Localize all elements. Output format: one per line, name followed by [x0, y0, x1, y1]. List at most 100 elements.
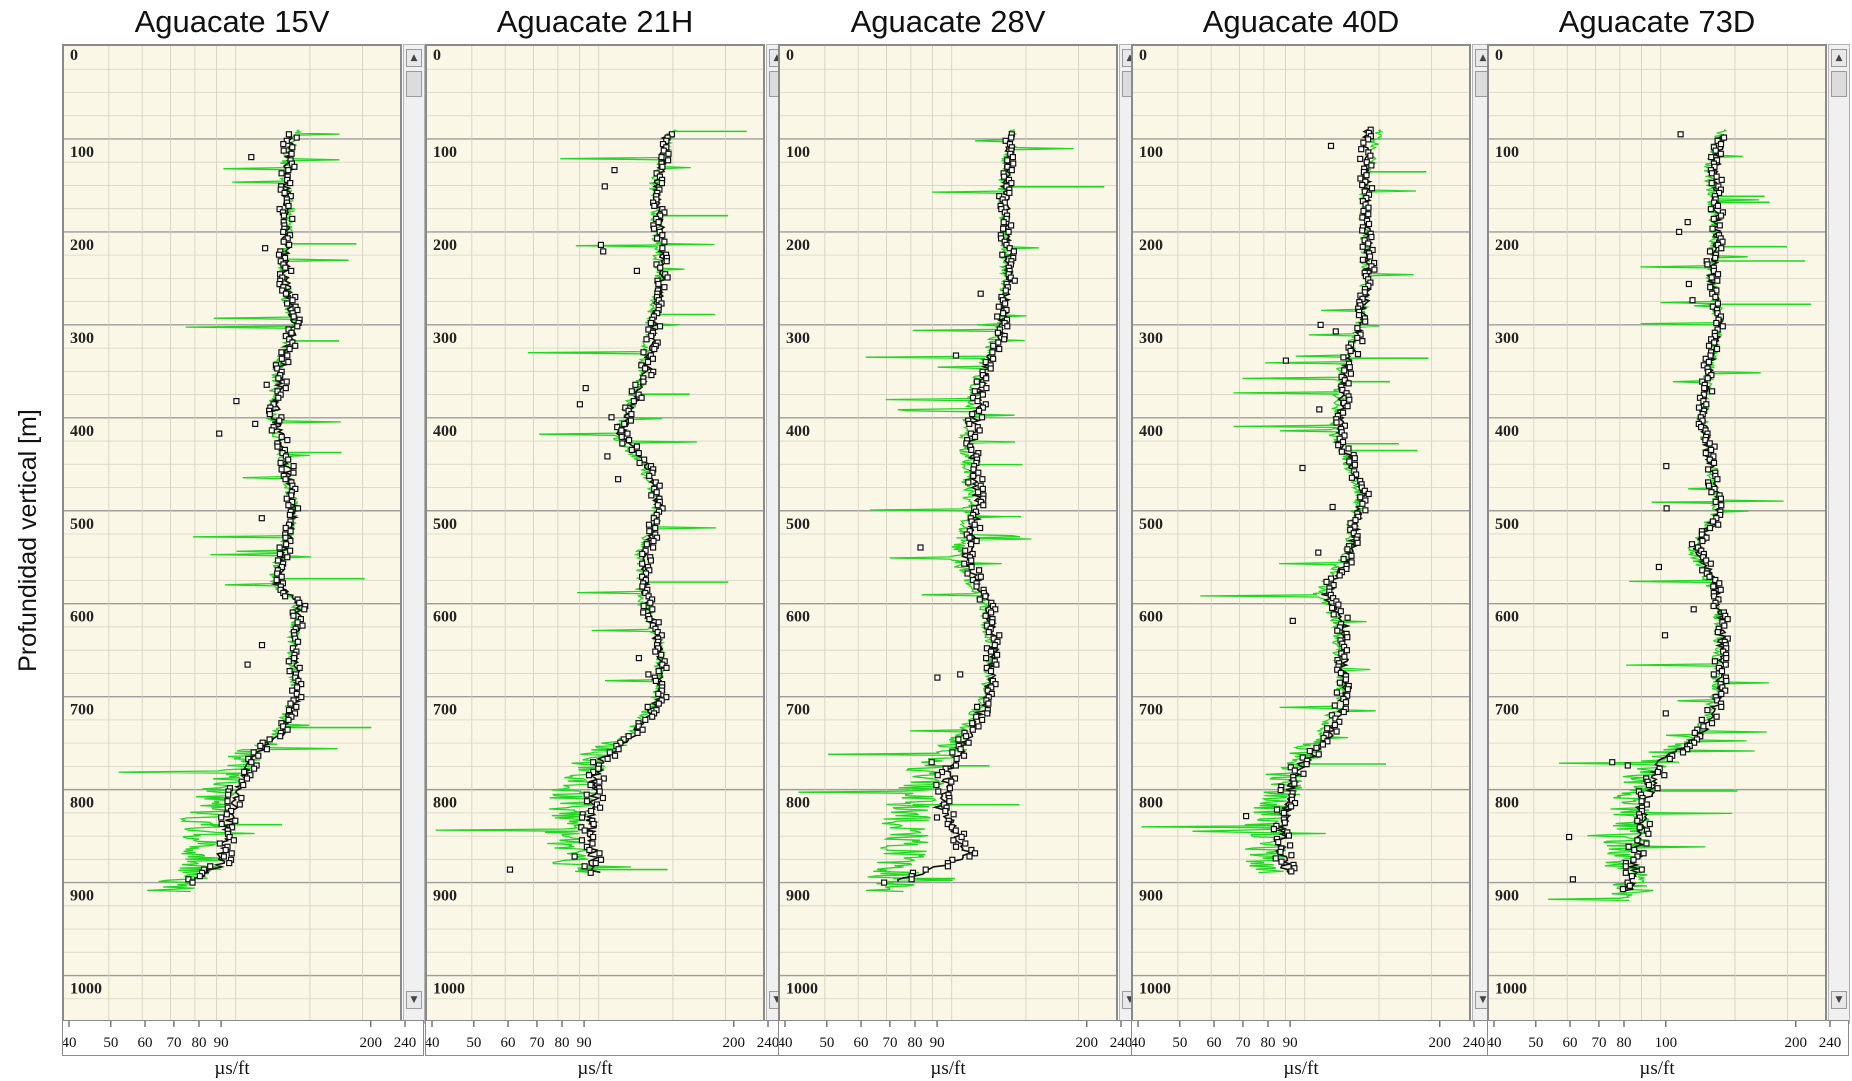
- data-point-marker: [255, 752, 262, 759]
- data-point-marker: [576, 401, 583, 408]
- scroll-down-arrow-icon[interactable]: ▼: [406, 991, 422, 1009]
- data-point-marker: [983, 654, 990, 662]
- data-point-marker: [1287, 764, 1294, 771]
- plot-area: 0 100 200 300 400 500 600 700 800 900 1000: [778, 44, 1118, 1024]
- data-point-marker: [952, 762, 959, 769]
- data-point-marker: [283, 541, 290, 548]
- data-point-marker: [238, 794, 245, 802]
- data-point-marker: [622, 404, 629, 411]
- data-point-marker: [266, 411, 273, 418]
- data-point-marker: [638, 394, 645, 401]
- data-point-marker: [993, 661, 1000, 668]
- data-point-marker: [1341, 653, 1348, 660]
- data-point-marker: [220, 853, 227, 860]
- depth-tick-label: 100: [433, 144, 457, 161]
- data-point-marker: [627, 417, 634, 424]
- data-point-marker: [634, 729, 641, 737]
- depth-tick-label: 800: [786, 795, 810, 812]
- data-point-marker: [639, 573, 646, 580]
- data-point-marker: [282, 534, 289, 541]
- data-point-marker: [1273, 806, 1281, 813]
- data-point-marker: [1368, 162, 1375, 169]
- data-point-marker: [1723, 654, 1730, 662]
- data-point-marker: [1711, 593, 1718, 600]
- data-point-marker: [294, 323, 301, 330]
- data-point-marker: [944, 820, 951, 828]
- data-point-marker: [1711, 339, 1718, 346]
- data-point-marker: [658, 632, 665, 639]
- data-point-marker: [596, 850, 603, 857]
- data-point-marker: [1277, 786, 1284, 794]
- data-point-marker: [928, 759, 935, 766]
- data-point-marker: [1701, 385, 1708, 392]
- data-point-marker: [1712, 254, 1719, 261]
- vertical-scrollbar[interactable]: ▲ ▼: [1828, 44, 1850, 1024]
- data-point-marker: [1287, 842, 1294, 849]
- data-point-marker: [1330, 594, 1337, 602]
- data-point-marker: [587, 781, 594, 789]
- data-point-marker: [973, 378, 980, 385]
- data-point-marker: [946, 785, 953, 792]
- data-point-marker: [1707, 206, 1714, 213]
- chart-panel: Aguacate 40D 0 100 200 300 400 500 600 700 800 900…: [1131, 0, 1498, 1081]
- chart-panel: Aguacate 21H 0 100 200 300 400 500 600 700 800 900…: [425, 0, 792, 1081]
- data-point-marker: [281, 254, 289, 261]
- data-point-marker: [994, 329, 1001, 336]
- data-point-marker: [663, 693, 670, 701]
- data-point-marker: [1006, 245, 1013, 252]
- data-point-marker: [226, 859, 233, 867]
- data-point-marker: [979, 381, 986, 388]
- depth-tick-label: 0: [433, 47, 441, 64]
- data-point-marker: [1005, 228, 1012, 235]
- vertical-scrollbar[interactable]: ▲ ▼: [403, 44, 425, 1024]
- data-point-marker: [1319, 741, 1326, 748]
- data-point-marker: [585, 772, 593, 779]
- data-point-marker: [640, 349, 647, 356]
- data-point-marker: [649, 469, 656, 476]
- data-point-marker: [283, 137, 290, 144]
- data-point-marker: [1698, 716, 1705, 724]
- data-point-marker: [968, 518, 975, 525]
- depth-tick-label: 1000: [786, 981, 818, 998]
- data-point-marker: [1699, 417, 1706, 424]
- depth-tick-label: 800: [70, 795, 94, 812]
- data-point-marker: [1332, 328, 1339, 335]
- data-point-marker: [935, 788, 942, 795]
- data-point-marker: [1303, 760, 1310, 768]
- data-point-marker: [1291, 865, 1298, 872]
- data-point-marker: [590, 833, 597, 841]
- data-point-marker: [649, 355, 656, 362]
- data-point-marker: [985, 700, 992, 707]
- scroll-up-arrow-icon[interactable]: ▲: [1831, 49, 1847, 67]
- data-point-marker: [1711, 485, 1718, 492]
- data-point-marker: [185, 876, 192, 883]
- data-point-marker: [654, 502, 661, 509]
- data-point-marker: [646, 615, 653, 623]
- data-point-marker: [1363, 172, 1370, 179]
- x-tick-label: 240: [1819, 1035, 1842, 1051]
- scroll-up-arrow-icon[interactable]: ▲: [406, 49, 422, 67]
- data-point-marker: [1698, 424, 1705, 431]
- data-point-marker: [1359, 227, 1366, 234]
- data-point-marker: [282, 332, 289, 340]
- data-point-marker: [583, 791, 590, 798]
- data-point-marker: [1714, 277, 1721, 284]
- data-point-marker: [1288, 868, 1295, 875]
- data-point-marker: [659, 232, 666, 239]
- depth-tick-label: 500: [1495, 516, 1519, 533]
- data-point-marker: [292, 674, 299, 681]
- data-point-marker: [230, 837, 237, 844]
- data-point-marker: [1329, 604, 1336, 612]
- x-axis-svg: 40 50 60 70 80 90 200 240: [62, 1021, 416, 1051]
- data-point-marker: [1004, 157, 1011, 164]
- data-point-marker: [286, 336, 293, 343]
- scrollbar-thumb[interactable]: [1831, 71, 1847, 97]
- data-point-marker: [657, 212, 664, 219]
- data-point-marker: [299, 622, 306, 629]
- data-point-marker: [942, 807, 949, 815]
- scrollbar-thumb[interactable]: [406, 71, 422, 97]
- scroll-down-arrow-icon[interactable]: ▼: [1831, 991, 1847, 1009]
- data-point-marker: [650, 544, 657, 551]
- data-point-marker: [640, 378, 647, 385]
- depth-tick-label: 600: [786, 609, 810, 626]
